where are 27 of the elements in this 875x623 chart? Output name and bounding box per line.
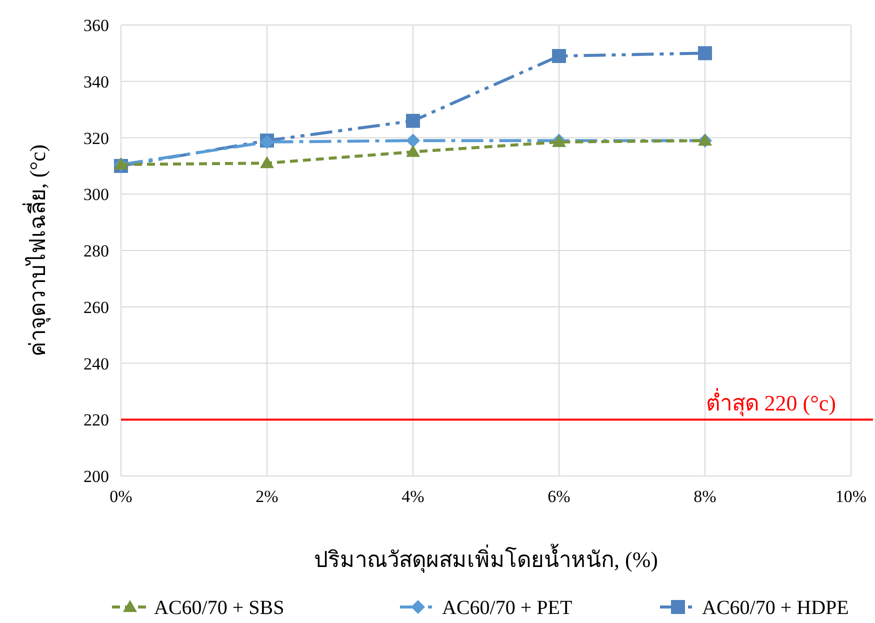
y-axis-title: ค่าจุดวาบไฟเฉลี่ย, (°c) (22, 144, 51, 357)
legend-label: AC60/70 + PET (442, 597, 572, 619)
y-tick-label: 340 (84, 72, 109, 92)
y-tick-label: 360 (84, 16, 109, 35)
point (406, 134, 420, 148)
y-tick-label: 220 (84, 410, 109, 430)
y-tick-label: 300 (84, 185, 109, 204)
ref-line-label: ต่ำสุด 220 (°c) (706, 388, 836, 417)
x-tick-label: 0% (110, 487, 132, 506)
x-tick-label: 4% (402, 487, 424, 506)
point (260, 156, 274, 168)
point (406, 114, 420, 128)
x-axis-title: ปริมาณวัสดุผสมเพิ่มโดยน้ำหนัก, (%) (314, 544, 658, 573)
x-tick-label: 6% (548, 487, 570, 506)
x-tick-label: 2% (256, 487, 278, 506)
y-tick-label: 200 (84, 467, 109, 486)
x-tick-label: 10% (835, 487, 867, 506)
y-tick-label: 280 (84, 242, 109, 260)
point (406, 144, 420, 157)
legend-label: AC60/70 + SBS (154, 597, 284, 619)
point (698, 46, 712, 60)
legend-label: AC60/70 + HDPE (702, 597, 849, 619)
y-tick-label: 260 (84, 298, 109, 317)
x-tick-label: 8% (694, 487, 716, 506)
point (552, 49, 566, 64)
y-tick-label: 320 (84, 128, 109, 148)
y-tick-label: 240 (84, 354, 109, 374)
